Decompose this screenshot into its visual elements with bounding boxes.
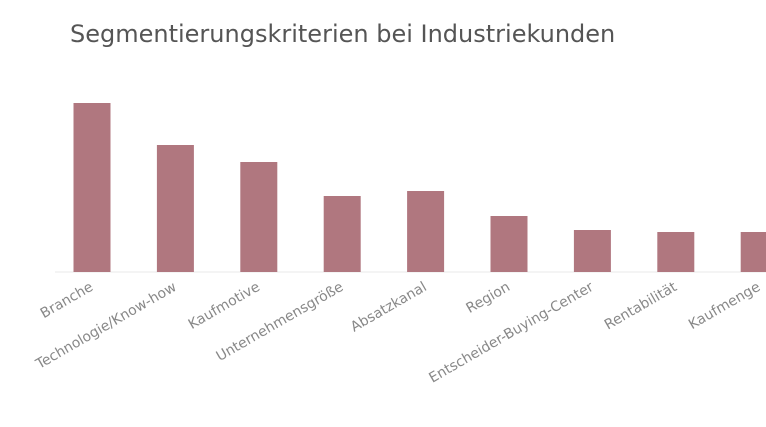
x-tick-label: Branche <box>38 279 96 322</box>
chart-title: Segmentierungskriterien bei Industriekun… <box>70 20 615 48</box>
bar <box>740 232 766 272</box>
x-tick-label: Kaufmenge <box>686 279 763 333</box>
bar <box>240 162 278 272</box>
bar <box>156 145 194 272</box>
bar <box>657 232 695 272</box>
bar <box>323 196 361 272</box>
bar <box>73 103 111 272</box>
x-tick-label: Kaufmotive <box>186 279 263 333</box>
x-tick-label: Technologie/Know-how <box>33 279 180 373</box>
x-tick-label: Absatzkanal <box>348 279 430 335</box>
x-tick-label: Entscheider-Buying-Center <box>426 279 596 387</box>
bar <box>490 216 528 272</box>
bar <box>407 191 445 272</box>
bar <box>573 230 611 272</box>
x-tick-label: Region <box>463 279 513 317</box>
x-tick-label: Rentabilität <box>602 279 680 333</box>
